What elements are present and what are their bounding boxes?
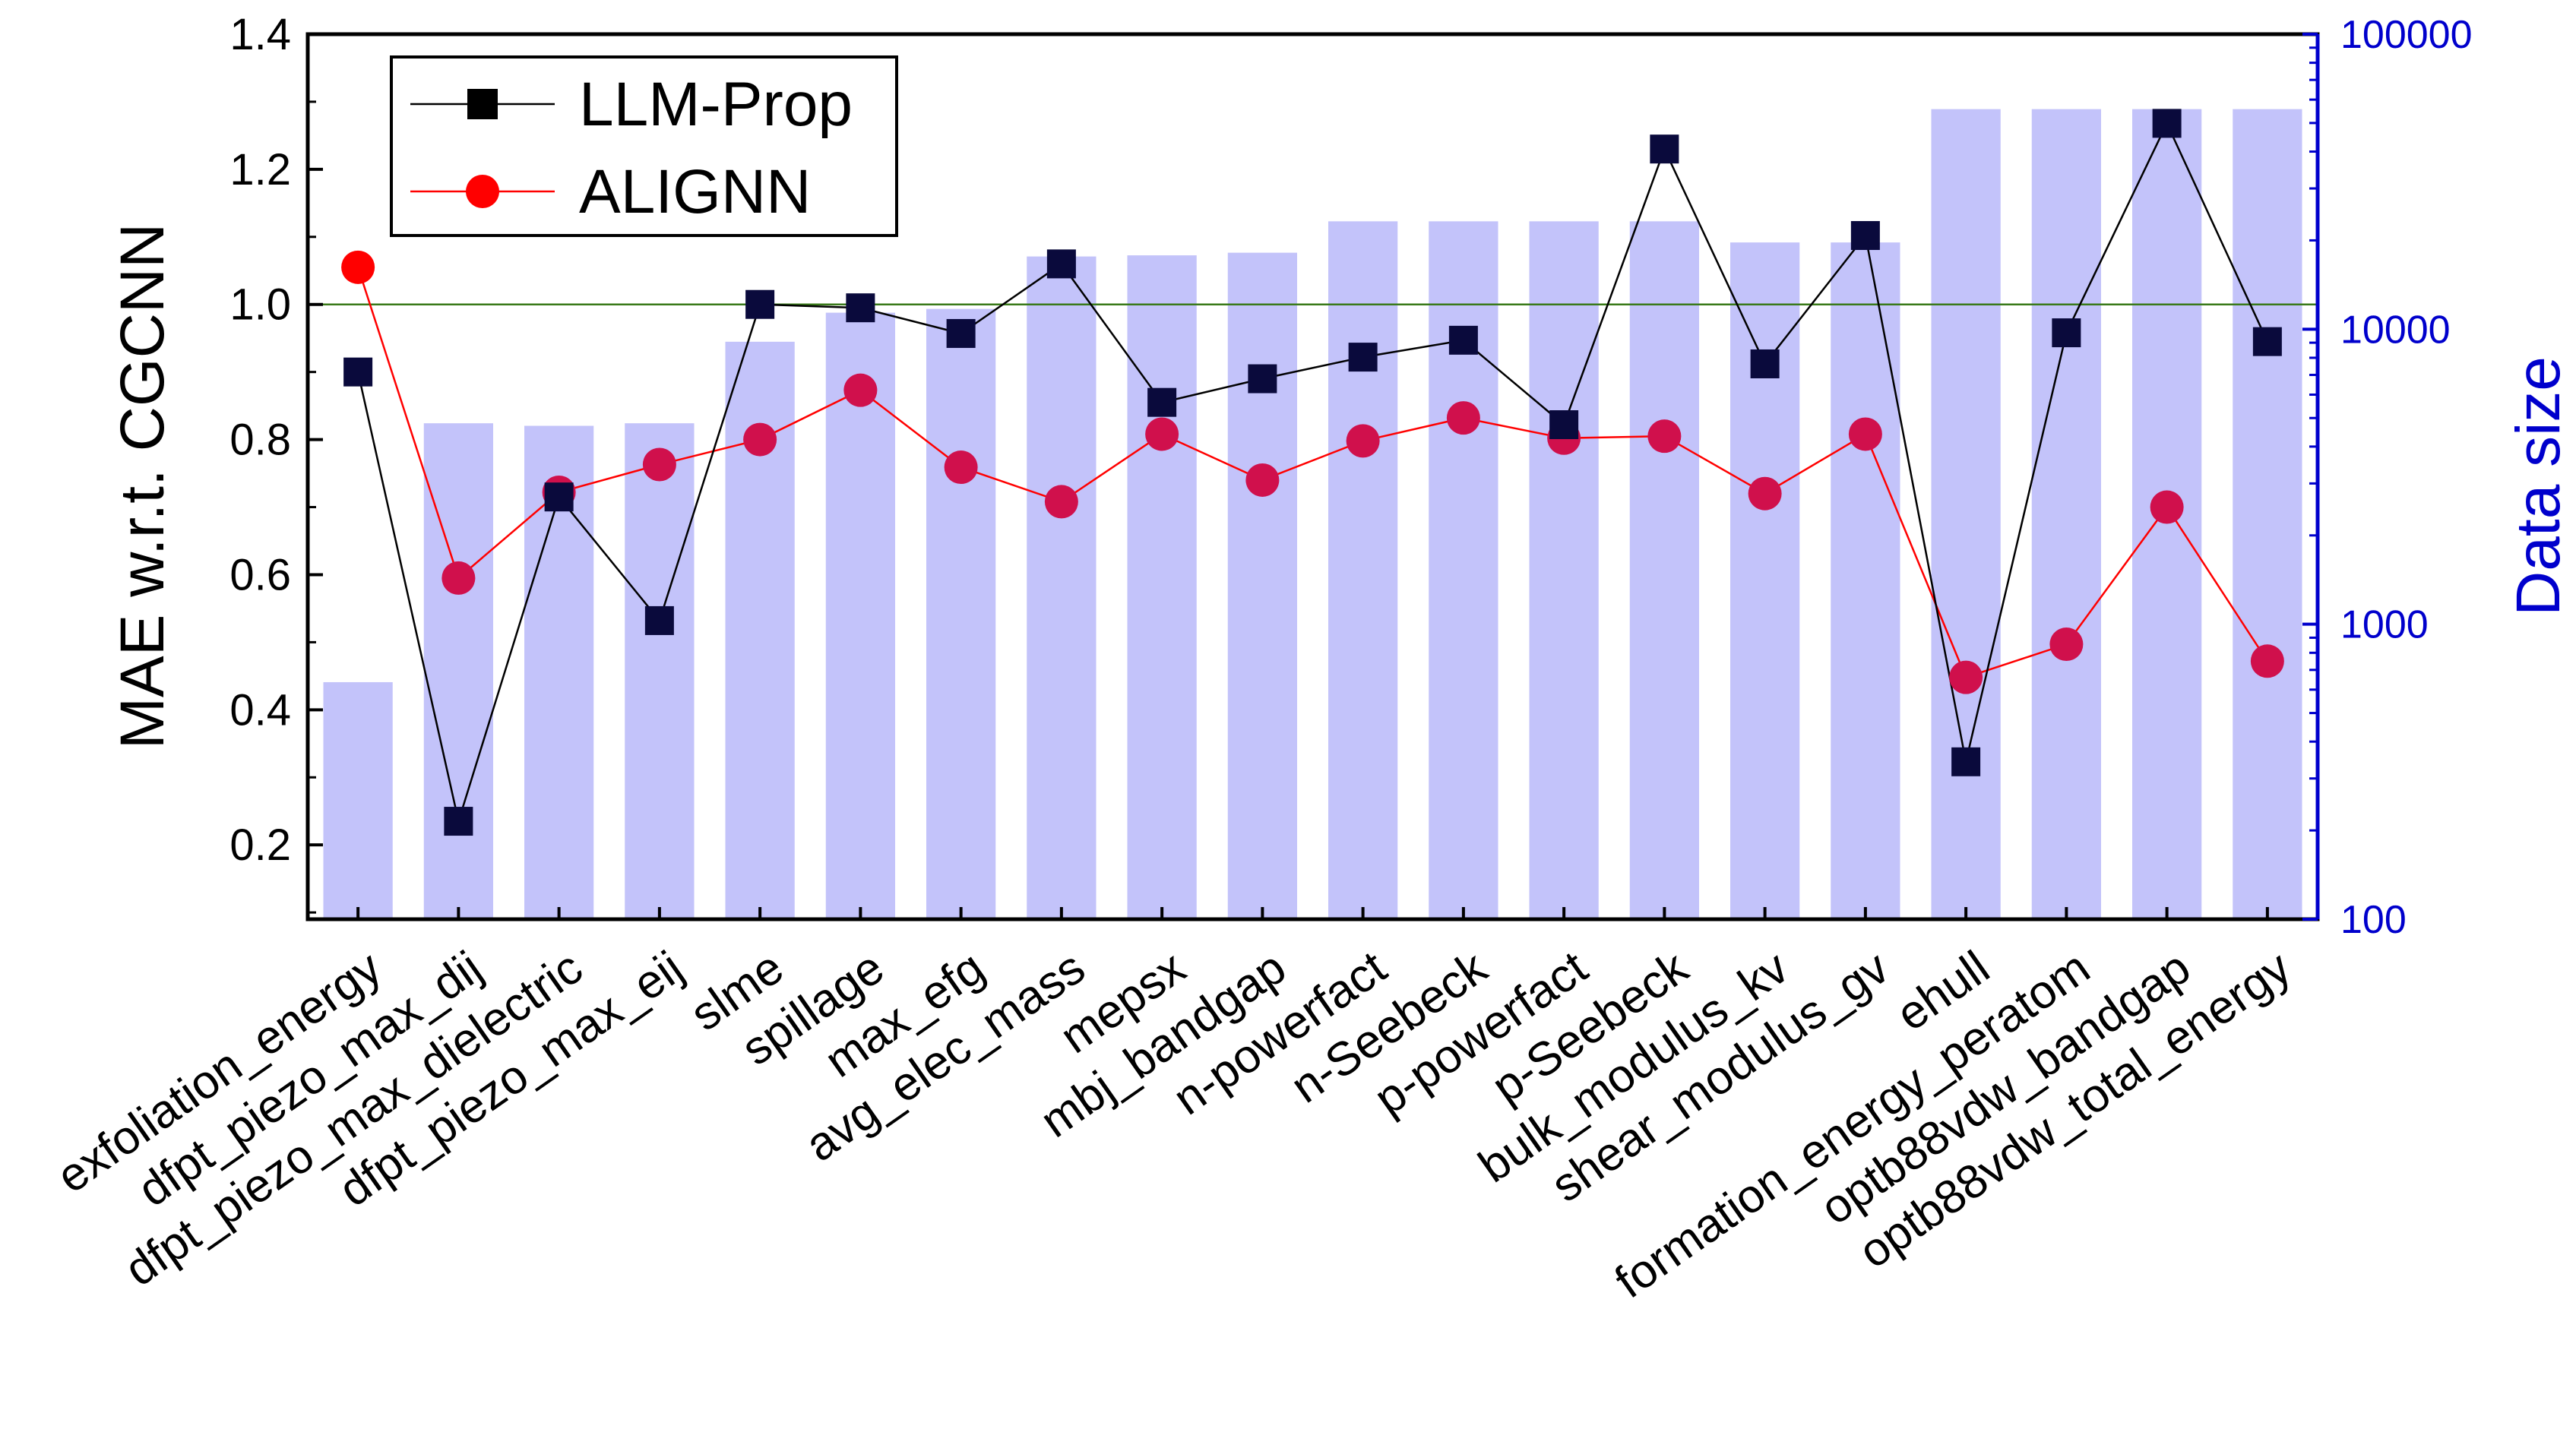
point-llm-prop: [1248, 364, 1277, 394]
point-alignn: [2250, 644, 2284, 678]
data-size-bar: [825, 312, 896, 919]
right-tick-label: 10000: [2340, 308, 2451, 352]
data-size-bar: [1831, 242, 1900, 920]
point-alignn: [2150, 490, 2184, 524]
point-llm-prop: [1549, 410, 1579, 440]
data-size-bar: [1529, 221, 1599, 920]
left-tick-label: 1.4: [229, 10, 291, 59]
legend-marker-alignn: [466, 175, 499, 208]
point-llm-prop: [1147, 387, 1177, 417]
point-llm-prop: [2052, 318, 2081, 348]
data-size-bar: [1629, 221, 1700, 920]
series-markers-layer: [341, 109, 2284, 836]
point-alignn: [441, 561, 476, 595]
data-size-bar: [1127, 255, 1197, 919]
right-axis-ticks: 100 1000 10000 100000: [2302, 13, 2473, 942]
point-alignn: [944, 450, 978, 485]
point-alignn: [1949, 660, 1983, 694]
point-llm-prop: [1850, 221, 1880, 251]
category-labels: exfoliation_energydfpt_piezo_max_dijdfpt…: [48, 907, 2300, 1309]
point-alignn: [1647, 419, 1682, 454]
point-llm-prop: [946, 318, 976, 348]
point-alignn: [1848, 417, 1882, 451]
point-alignn: [2049, 628, 2084, 662]
point-alignn: [1346, 424, 1380, 458]
left-axis-title: MAE w.r.t. CGCNN: [108, 223, 177, 750]
data-size-bar: [625, 423, 695, 919]
right-axis-title: Data size: [2504, 356, 2573, 616]
point-llm-prop: [2252, 327, 2282, 356]
legend: LLM-Prop ALIGNN: [390, 55, 898, 237]
left-tick-label: 1.0: [229, 280, 291, 330]
data-size-bar: [1729, 242, 1800, 920]
series-line-alignn: [356, 267, 2268, 679]
point-llm-prop: [1650, 134, 1679, 164]
legend-label-alignn: ALIGNN: [579, 157, 811, 226]
data-size-bar: [1931, 109, 2001, 919]
bars-layer: [323, 109, 2302, 920]
point-alignn: [1145, 417, 1179, 451]
point-llm-prop: [1348, 343, 1378, 372]
left-tick-label: 1.2: [229, 145, 291, 194]
data-size-bar: [1027, 256, 1097, 920]
point-llm-prop: [544, 482, 574, 512]
data-size-bar: [926, 308, 996, 919]
left-tick-label: 0.4: [229, 685, 291, 735]
left-axis-ticks: 0.2 0.4 0.6 0.8 1.0 1.2 1.4: [229, 10, 323, 914]
point-llm-prop: [2152, 109, 2182, 138]
series-lines-layer: [356, 121, 2269, 825]
left-tick-label: 0.2: [229, 820, 291, 870]
point-llm-prop: [846, 293, 875, 323]
point-alignn: [743, 422, 777, 457]
right-tick-label: 100000: [2340, 13, 2473, 57]
left-tick-label: 0.6: [229, 550, 291, 599]
point-alignn: [1446, 401, 1480, 435]
point-alignn: [843, 373, 878, 407]
left-tick-label: 0.8: [229, 416, 291, 465]
point-llm-prop: [1750, 349, 1780, 378]
point-llm-prop: [1046, 249, 1076, 279]
point-alignn: [1245, 463, 1280, 497]
point-llm-prop: [1448, 325, 1478, 355]
point-llm-prop: [444, 807, 473, 836]
point-llm-prop: [745, 289, 775, 319]
legend-marker-llm-prop: [467, 89, 498, 119]
legend-label-llm-prop: LLM-Prop: [579, 70, 853, 139]
series-line-llm-prop: [356, 121, 2269, 825]
right-tick-label: 100: [2340, 898, 2407, 942]
right-tick-label: 1000: [2340, 603, 2429, 647]
point-llm-prop: [343, 357, 373, 387]
data-size-bar: [2233, 109, 2302, 919]
point-llm-prop: [1951, 747, 1981, 776]
point-llm-prop: [644, 605, 674, 635]
data-size-bar: [1227, 252, 1298, 919]
data-size-bar: [1328, 221, 1398, 920]
point-alignn: [1748, 476, 1782, 511]
point-alignn: [341, 250, 375, 284]
data-size-bar: [2031, 109, 2102, 919]
point-alignn: [1044, 485, 1078, 519]
data-size-bar: [323, 681, 393, 919]
data-size-bar: [423, 423, 494, 919]
point-alignn: [642, 447, 676, 482]
